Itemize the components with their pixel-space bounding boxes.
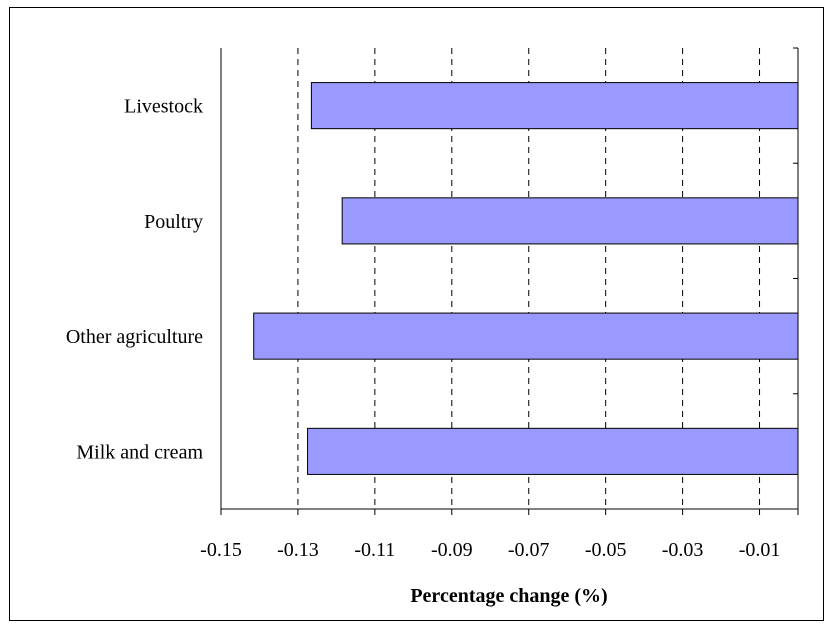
x-axis-title: Percentage change (%) (410, 585, 607, 607)
bars (253, 82, 799, 475)
category-label: Livestock (124, 96, 203, 118)
x-tick-label: -0.07 (508, 539, 550, 561)
x-tick-label: -0.05 (585, 539, 627, 561)
axes (220, 47, 799, 515)
x-tick-label: -0.03 (662, 539, 704, 561)
x-tick-label: -0.09 (431, 539, 473, 561)
x-tick-label: -0.13 (277, 539, 319, 561)
bar-other-agriculture (253, 312, 799, 360)
bar-poultry (341, 197, 799, 245)
category-label: Other agriculture (66, 326, 203, 348)
category-label: Poultry (144, 211, 203, 233)
bar-livestock (310, 82, 799, 130)
x-tick-label: -0.11 (354, 539, 395, 561)
labels: Livestock Poultry Other agriculture Milk an… (66, 96, 781, 561)
bar-milk-and-cream (307, 427, 799, 475)
x-tick-label: -0.01 (739, 539, 781, 561)
x-tick-label: -0.15 (200, 539, 242, 561)
category-label: Milk and cream (76, 441, 203, 463)
